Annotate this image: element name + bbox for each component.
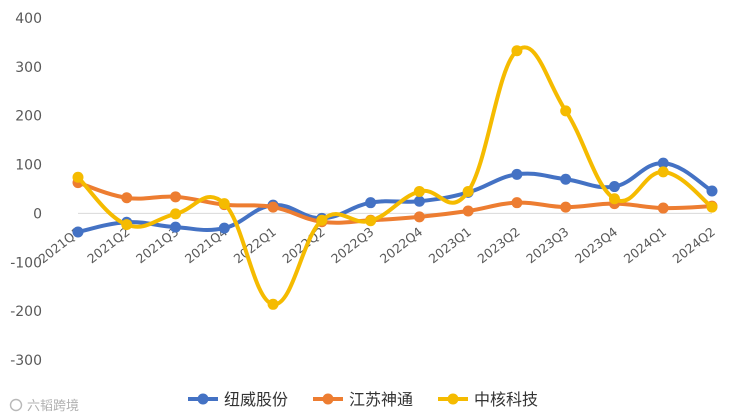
legend-item: 江苏神通 — [313, 390, 413, 409]
data-point — [462, 185, 474, 197]
legend-marker — [322, 393, 334, 405]
watermark-text: 六韬跨境 — [27, 399, 79, 414]
data-point — [706, 185, 718, 197]
data-point — [657, 166, 669, 178]
data-point — [608, 181, 620, 193]
data-point — [170, 191, 182, 203]
y-tick-label: -300 — [10, 353, 42, 369]
data-point — [413, 211, 425, 223]
data-point — [218, 222, 230, 234]
y-tick-label: 200 — [15, 109, 42, 125]
x-tick-label: 2022Q4 — [377, 224, 425, 266]
data-point — [72, 171, 84, 183]
series-layer — [72, 45, 718, 310]
data-point — [560, 201, 572, 213]
y-tick-label: -100 — [10, 255, 42, 271]
x-tick-label: 2023Q1 — [426, 224, 474, 266]
legend-item: 纽威股份 — [188, 390, 288, 409]
x-tick-label: 2022Q3 — [328, 224, 376, 266]
data-point — [462, 205, 474, 217]
data-point — [608, 193, 620, 205]
x-tick-label: 2023Q3 — [523, 224, 571, 266]
data-point — [657, 202, 669, 214]
legend-label: 江苏神通 — [349, 390, 413, 409]
legend: 纽威股份 江苏神通 中核科技 — [188, 390, 538, 409]
legend-marker — [447, 393, 459, 405]
x-tick-label: 2023Q4 — [572, 224, 620, 266]
data-point — [121, 192, 133, 204]
legend-label: 纽威股份 — [224, 390, 288, 409]
data-point — [365, 197, 377, 209]
data-point — [72, 226, 84, 238]
data-point — [560, 173, 572, 185]
x-tick-label: 2022Q2 — [279, 224, 327, 266]
series-line — [76, 45, 714, 307]
data-point — [706, 201, 718, 213]
legend-marker — [197, 393, 209, 405]
y-tick-label: 100 — [15, 158, 42, 174]
series-3 — [72, 45, 718, 310]
data-point — [511, 45, 523, 57]
y-tick-label: 300 — [15, 60, 42, 76]
legend-label: 中核科技 — [474, 390, 538, 409]
data-point — [316, 214, 328, 226]
x-tick-label: 2023Q2 — [474, 224, 522, 266]
watermark-logo-icon — [9, 398, 23, 412]
watermark: 六韬跨境 — [9, 398, 79, 414]
data-point — [657, 157, 669, 169]
y-tick-label: -200 — [10, 304, 42, 320]
y-tick-label: 0 — [33, 206, 42, 222]
data-point — [511, 168, 523, 180]
data-point — [267, 201, 279, 213]
x-tick-label: 2024Q2 — [670, 224, 718, 266]
data-point — [413, 185, 425, 197]
y-tick-label: 400 — [15, 11, 42, 27]
x-tick-label: 2024Q1 — [621, 224, 669, 266]
data-point — [365, 215, 377, 227]
data-point — [121, 219, 133, 231]
data-point — [511, 197, 523, 209]
data-point — [267, 298, 279, 310]
data-point — [218, 198, 230, 210]
data-point — [170, 221, 182, 233]
data-point — [170, 208, 182, 220]
legend-item: 中核科技 — [438, 390, 538, 409]
data-point — [560, 105, 572, 117]
data-point — [413, 195, 425, 207]
